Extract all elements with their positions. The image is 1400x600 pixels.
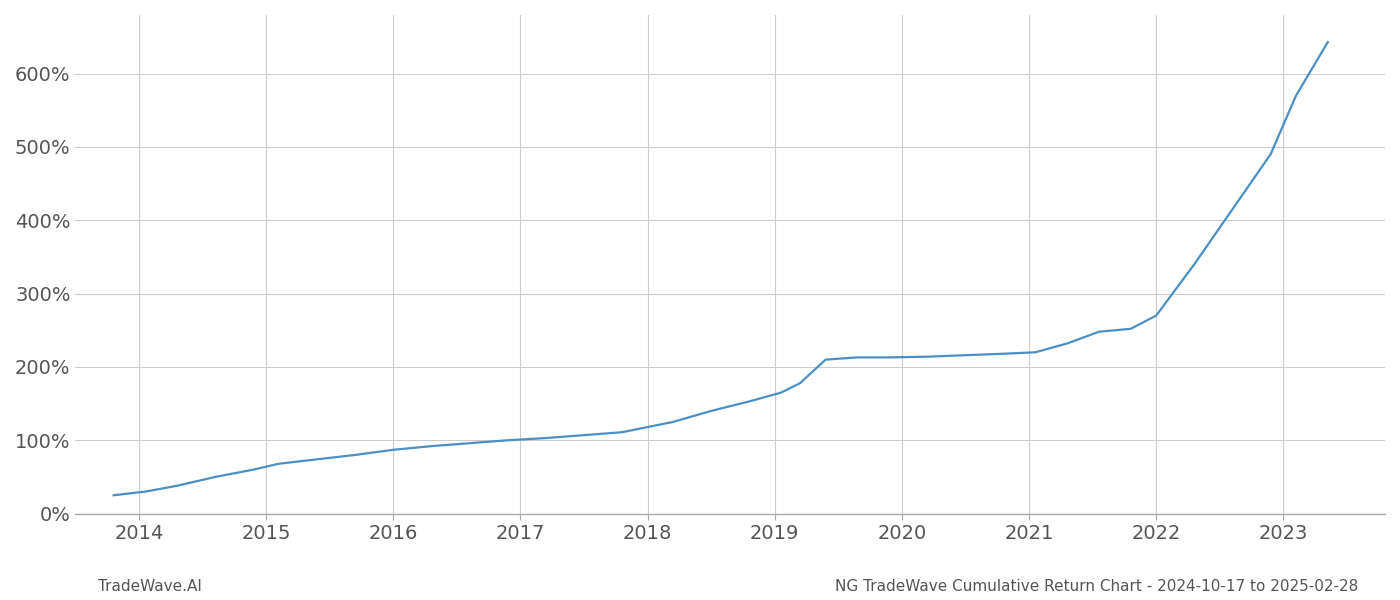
Text: TradeWave.AI: TradeWave.AI bbox=[98, 579, 202, 594]
Text: NG TradeWave Cumulative Return Chart - 2024-10-17 to 2025-02-28: NG TradeWave Cumulative Return Chart - 2… bbox=[834, 579, 1358, 594]
